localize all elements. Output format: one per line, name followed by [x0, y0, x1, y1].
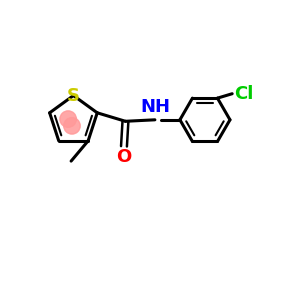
Text: O: O: [116, 148, 132, 166]
Text: S: S: [67, 86, 80, 104]
Text: Cl: Cl: [234, 85, 253, 103]
Circle shape: [64, 118, 80, 134]
Circle shape: [60, 111, 76, 127]
Text: NH: NH: [140, 98, 170, 116]
